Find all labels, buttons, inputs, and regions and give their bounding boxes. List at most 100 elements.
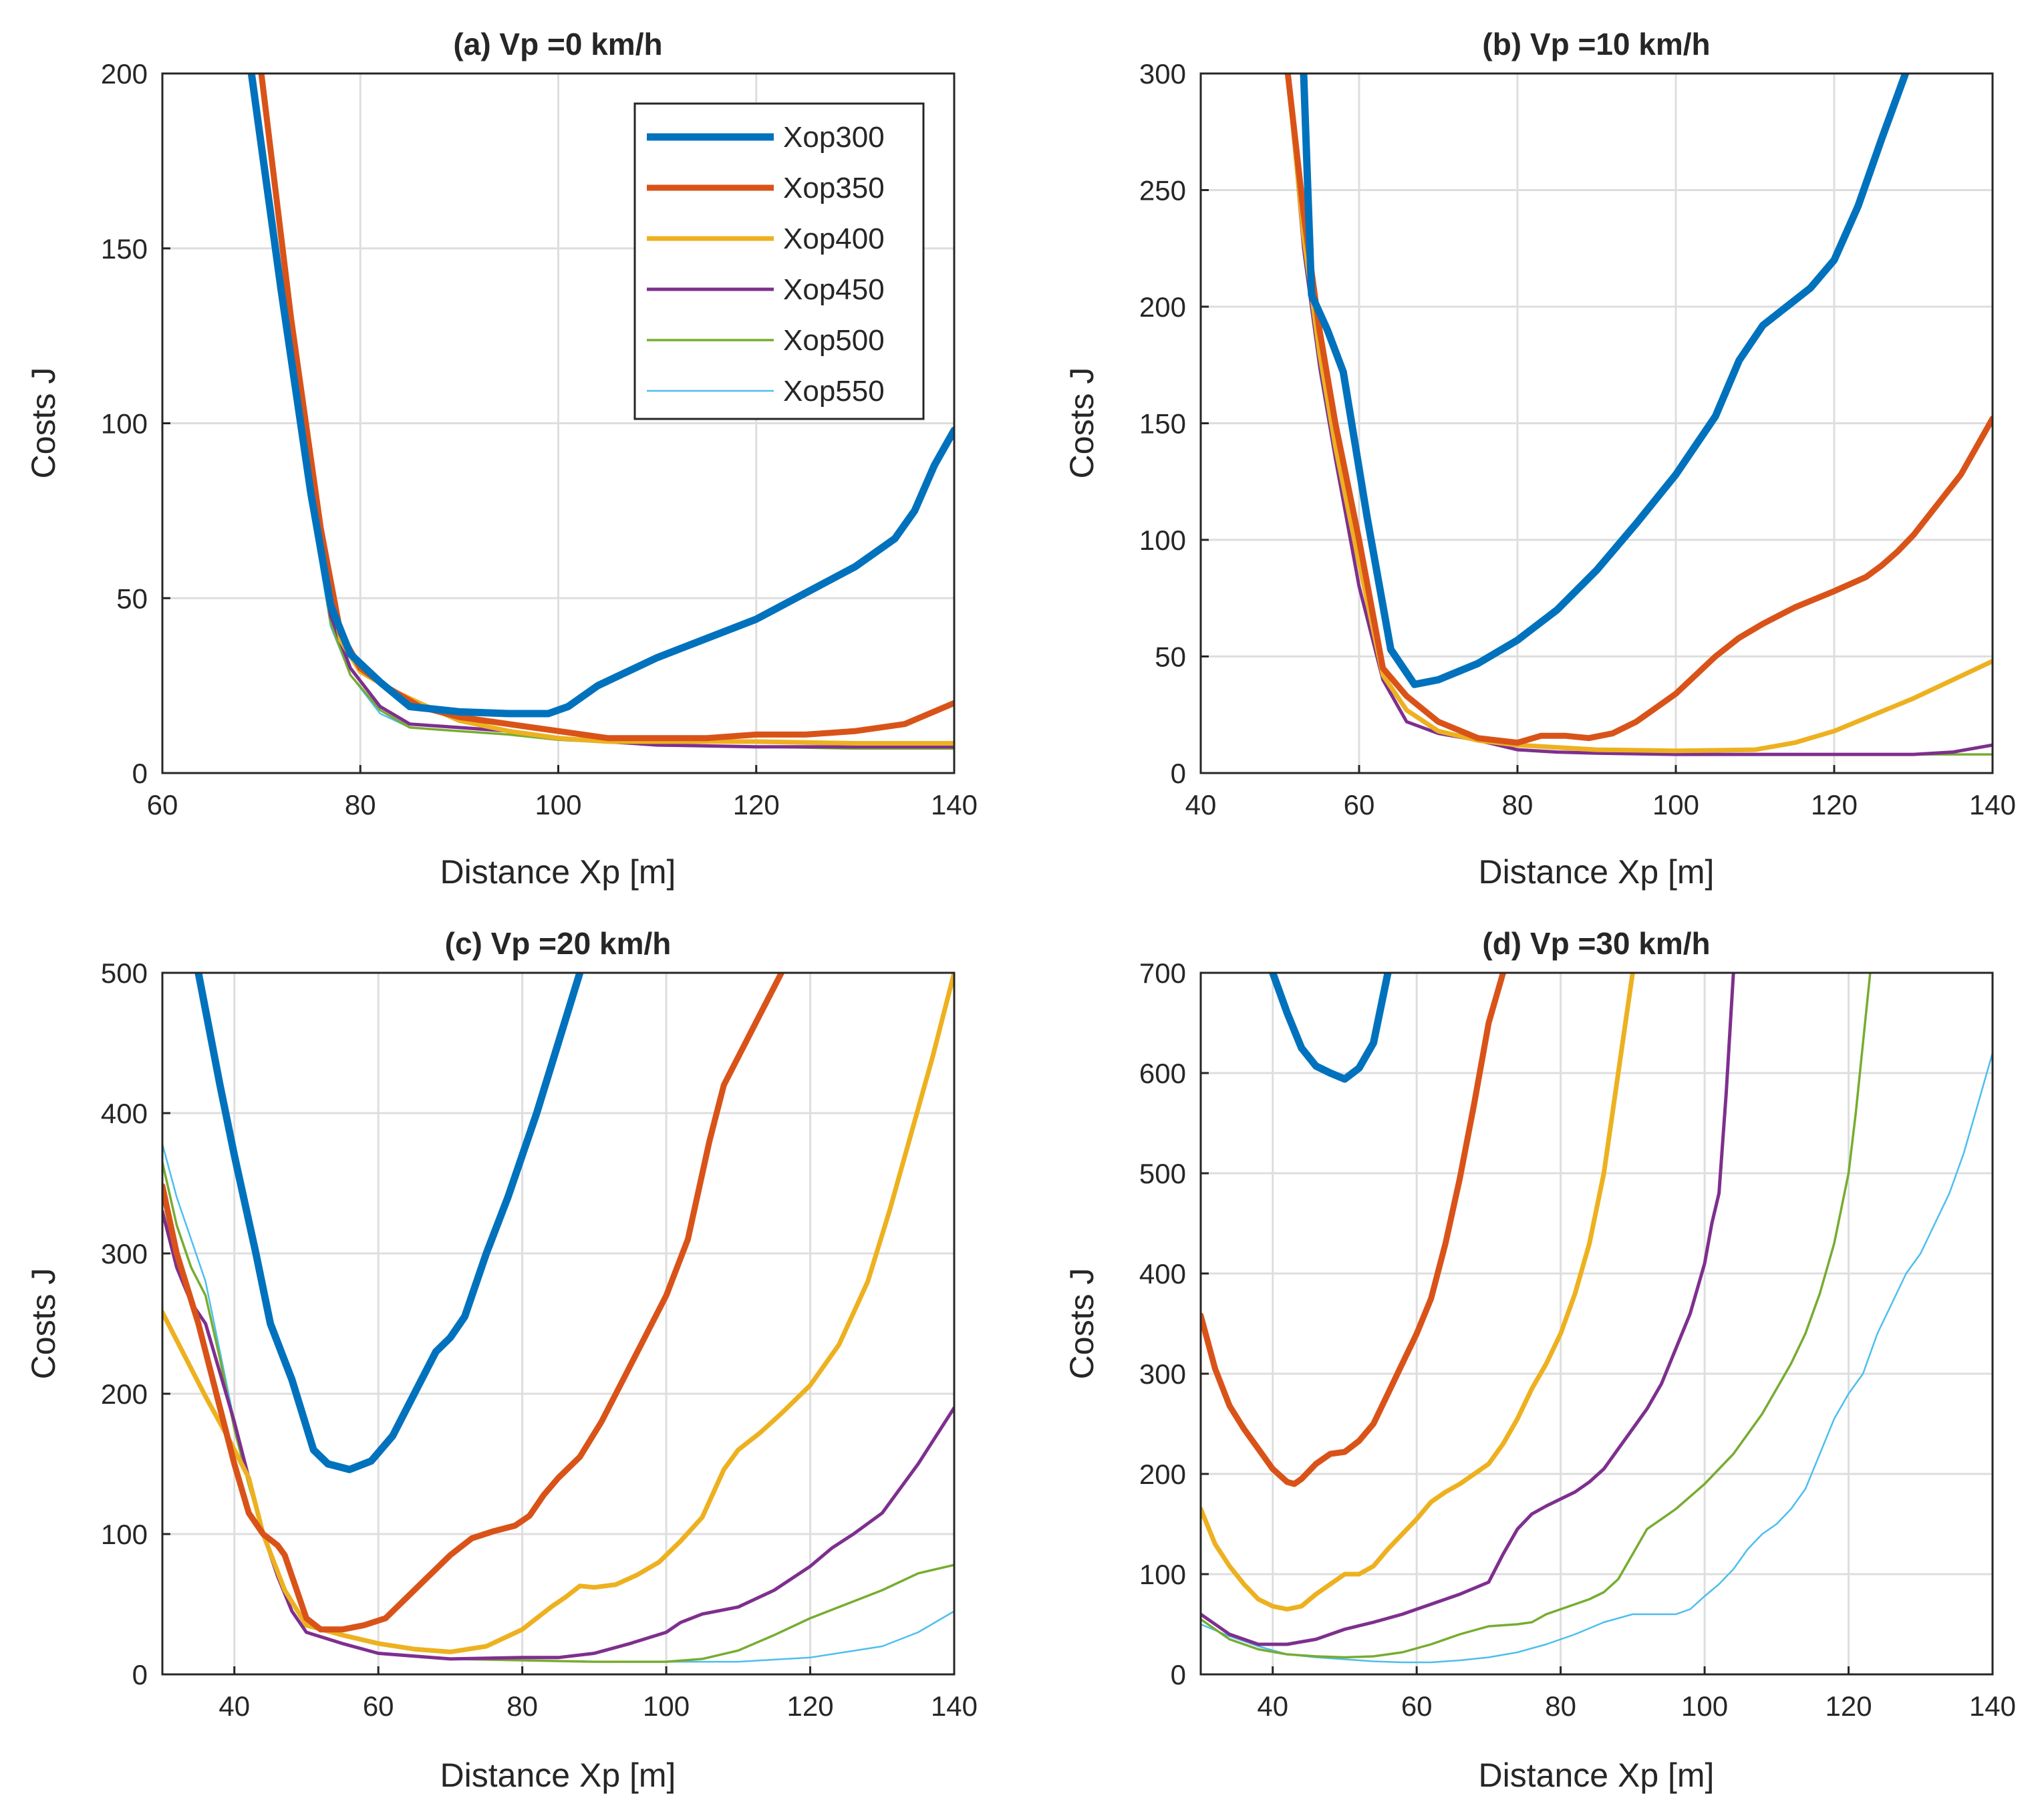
y-tick-label: 400 bbox=[101, 1098, 148, 1129]
panel-b: 40 60 80 100 120 140 0 50 100 150 200 250 300 (b) Vp… bbox=[1063, 27, 2016, 891]
x-tick-label: 140 bbox=[931, 789, 978, 820]
series-line-xop550 bbox=[1201, 1052, 1993, 1664]
panel-a-title: (a) Vp =0 km/h bbox=[453, 27, 662, 61]
panel-b-ticks: 40 60 80 100 120 140 0 50 100 150 200 250 300 bbox=[1139, 58, 2016, 820]
x-tick-label: 80 bbox=[1545, 1690, 1576, 1722]
y-tick-label: 300 bbox=[1139, 1358, 1186, 1390]
x-tick-label: 140 bbox=[1969, 789, 2016, 820]
x-tick-label: 140 bbox=[931, 1690, 978, 1722]
y-tick-label: 100 bbox=[1139, 1559, 1186, 1590]
y-tick-label: 500 bbox=[1139, 1158, 1186, 1189]
series-line-xop300 bbox=[1269, 973, 1392, 1083]
y-tick-label: 200 bbox=[101, 58, 148, 90]
x-tick-label: 100 bbox=[643, 1690, 690, 1722]
panel-b-title: (b) Vp =10 km/h bbox=[1482, 27, 1710, 61]
legend-box bbox=[633, 102, 925, 420]
panel-a-frame bbox=[161, 72, 956, 774]
y-tick-label: 100 bbox=[1139, 524, 1186, 556]
x-tick-label: 80 bbox=[506, 1690, 538, 1722]
panel-d: 40 60 80 100 120 140 0 100 200 300 400 500 600 700 (d… bbox=[1063, 926, 2016, 1794]
panel-c-grid bbox=[162, 971, 956, 1676]
legend-label-xop300: Xop300 bbox=[783, 121, 885, 154]
legend-entry: Xop450 bbox=[647, 273, 885, 306]
y-tick-label: 0 bbox=[132, 1659, 148, 1690]
y-tick-label: 200 bbox=[1139, 1459, 1186, 1490]
x-tick-label: 120 bbox=[1811, 789, 1858, 820]
series-line-xop400 bbox=[162, 973, 954, 1654]
x-tick-label: 120 bbox=[787, 1690, 834, 1722]
legend-label-xop550: Xop550 bbox=[783, 375, 885, 408]
panel-d-grid bbox=[1201, 971, 1994, 1676]
panel-d-ylabel: Costs J bbox=[1063, 1268, 1101, 1380]
x-tick-label: 140 bbox=[1969, 1690, 2016, 1722]
legend-entry: Xop550 bbox=[647, 375, 885, 408]
panel-d-title: (d) Vp =30 km/h bbox=[1482, 926, 1710, 961]
y-tick-label: 150 bbox=[1139, 408, 1186, 440]
x-tick-label: 100 bbox=[535, 789, 581, 820]
x-tick-label: 80 bbox=[345, 789, 376, 820]
series-line-xop500 bbox=[1201, 973, 1872, 1659]
y-tick-label: 700 bbox=[1139, 957, 1186, 989]
y-tick-label: 50 bbox=[1155, 641, 1186, 673]
panel-c-ticks: 40 60 80 100 120 140 0 100 200 300 400 500 bbox=[101, 957, 978, 1722]
panel-a-xlabel: Distance Xp [m] bbox=[440, 853, 676, 891]
panel-b-grid bbox=[1199, 72, 1994, 774]
legend-label-xop400: Xop400 bbox=[783, 222, 885, 255]
panel-b-ylabel: Costs J bbox=[1063, 367, 1101, 479]
x-tick-label: 80 bbox=[1502, 789, 1534, 820]
series-line-xop300 bbox=[247, 73, 954, 718]
y-tick-label: 500 bbox=[101, 957, 148, 989]
panel-a-ylabel: Costs J bbox=[25, 367, 62, 479]
x-tick-label: 40 bbox=[1257, 1690, 1288, 1722]
panel-c: 40 60 80 100 120 140 0 100 200 300 400 500 (c) Vp =… bbox=[25, 926, 978, 1794]
series-line-xop350 bbox=[162, 973, 784, 1633]
panel-a-series bbox=[247, 73, 954, 750]
series-line-xop300 bbox=[194, 973, 584, 1473]
panel-c-title: (c) Vp =20 km/h bbox=[445, 926, 672, 961]
panel-c-frame bbox=[161, 971, 956, 1676]
x-tick-label: 60 bbox=[363, 1690, 394, 1722]
y-tick-label: 200 bbox=[1139, 291, 1186, 323]
y-tick-label: 150 bbox=[101, 233, 148, 265]
panel-d-ticks: 40 60 80 100 120 140 0 100 200 300 400 500 600 700 bbox=[1139, 957, 2016, 1722]
series-line-xop400 bbox=[1201, 973, 1635, 1612]
legend-entry: Xop500 bbox=[647, 324, 885, 357]
legend-entry: Xop300 bbox=[647, 121, 885, 154]
x-tick-label: 60 bbox=[1344, 789, 1375, 820]
series-line-xop350 bbox=[1284, 73, 1993, 746]
panel-b-series bbox=[1284, 73, 1993, 756]
series-line-xop450 bbox=[1201, 973, 1735, 1646]
legend-label-xop450: Xop450 bbox=[783, 273, 885, 306]
legend-label-xop500: Xop500 bbox=[783, 324, 885, 357]
panel-b-frame bbox=[1199, 72, 1994, 774]
x-tick-label: 40 bbox=[218, 1690, 250, 1722]
y-tick-label: 100 bbox=[101, 408, 148, 440]
y-tick-label: 250 bbox=[1139, 175, 1186, 206]
x-tick-label: 120 bbox=[733, 789, 780, 820]
legend: Xop300 Xop350 Xop400 Xop450 Xop500 Xop55… bbox=[633, 102, 925, 420]
y-tick-label: 200 bbox=[101, 1378, 148, 1410]
y-tick-label: 400 bbox=[1139, 1258, 1186, 1290]
y-tick-label: 100 bbox=[101, 1519, 148, 1550]
x-tick-label: 120 bbox=[1826, 1690, 1872, 1722]
legend-entry: Xop400 bbox=[647, 222, 885, 255]
y-tick-label: 300 bbox=[101, 1238, 148, 1269]
y-tick-label: 50 bbox=[116, 583, 148, 614]
x-tick-label: 100 bbox=[1652, 789, 1699, 820]
legend-label-xop350: Xop350 bbox=[783, 172, 885, 204]
series-line-xop350 bbox=[1201, 973, 1506, 1487]
series-line-xop300 bbox=[1300, 73, 1910, 688]
panel-d-frame bbox=[1199, 971, 1994, 1676]
series-line-xop450 bbox=[162, 1209, 954, 1661]
panel-a: 60 80 100 120 140 0 50 100 150 200 (a) Vp =0 km/h… bbox=[25, 27, 978, 891]
y-tick-label: 0 bbox=[1171, 758, 1186, 789]
y-tick-label: 300 bbox=[1139, 58, 1186, 90]
panel-d-xlabel: Distance Xp [m] bbox=[1479, 1757, 1715, 1794]
y-tick-label: 0 bbox=[132, 758, 148, 789]
panel-c-xlabel: Distance Xp [m] bbox=[440, 1757, 676, 1794]
legend-entry: Xop350 bbox=[647, 172, 885, 204]
y-tick-label: 0 bbox=[1171, 1659, 1186, 1690]
x-tick-label: 60 bbox=[147, 789, 178, 820]
panel-d-series bbox=[1201, 973, 1993, 1664]
